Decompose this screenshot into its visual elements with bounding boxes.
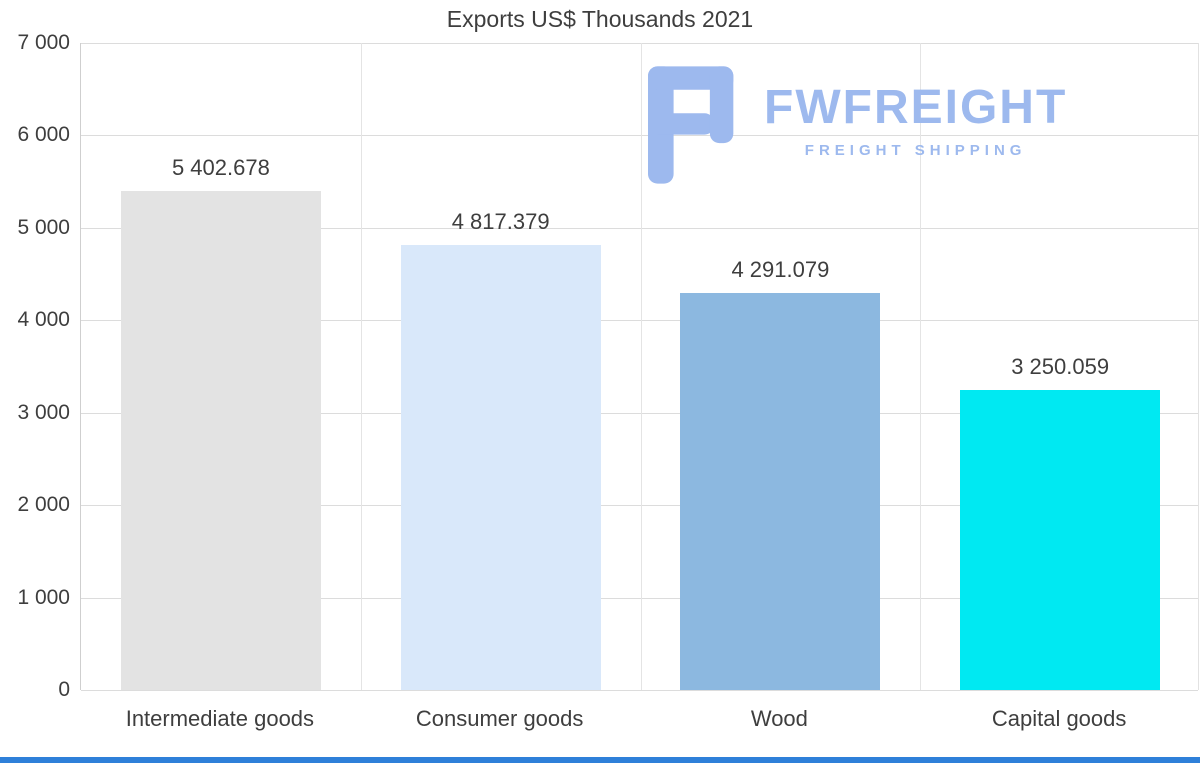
gridline-horizontal bbox=[81, 227, 1198, 229]
gridline-horizontal bbox=[81, 505, 1198, 507]
x-axis-category-label: Consumer goods bbox=[415, 706, 584, 731]
x-axis-category-label: Intermediate goods bbox=[125, 706, 315, 731]
bar-consumer-goods bbox=[400, 244, 601, 690]
bar-value-label: 5 402.678 bbox=[171, 154, 270, 180]
bar-capital-goods bbox=[960, 389, 1161, 690]
y-axis-tick-label: 7 000 bbox=[17, 31, 70, 54]
gridline-horizontal bbox=[81, 597, 1198, 599]
x-axis: Intermediate goods Consumer goods Wood Capi… bbox=[80, 706, 1199, 738]
fwfreight-f-icon bbox=[648, 66, 744, 184]
bar-value-label: 4 817.379 bbox=[451, 208, 550, 234]
x-axis-category-label: Wood bbox=[750, 706, 808, 731]
gridline-vertical bbox=[920, 43, 922, 690]
gridline-vertical bbox=[640, 43, 642, 690]
logo: FWFREIGHT FREIGHT SHIPPING bbox=[648, 66, 1067, 184]
y-axis-tick-label: 3 000 bbox=[17, 400, 70, 424]
gridline-horizontal bbox=[81, 43, 1198, 44]
logo-wordmark: FWFREIGHT bbox=[764, 81, 1068, 134]
plot-area: 5 402.678 4 817.379 4 291.079 3 250.059 bbox=[80, 43, 1199, 691]
gridline-horizontal bbox=[81, 412, 1198, 414]
y-axis-tick-label: 1 000 bbox=[17, 585, 70, 609]
y-axis-tick-label: 6 000 bbox=[17, 123, 70, 147]
gridline-horizontal bbox=[81, 690, 1198, 691]
bar-value-label: 3 250.059 bbox=[1011, 353, 1110, 379]
x-axis-category-label: Capital goods bbox=[991, 706, 1127, 731]
y-axis: 7 000 6 000 5 000 4 000 3 000 2 000 1 000 0 bbox=[0, 31, 74, 701]
y-axis-tick-label: 2 000 bbox=[17, 493, 70, 517]
bar-value-label: 4 291.079 bbox=[731, 257, 830, 283]
y-axis-tick-label: 0 bbox=[58, 678, 70, 701]
chart-title: Exports US$ Thousands 2021 bbox=[446, 6, 754, 32]
y-axis-tick-label: 5 000 bbox=[17, 215, 70, 239]
bar-intermediate-goods bbox=[120, 190, 321, 690]
footer-strip bbox=[0, 757, 1200, 763]
gridline-horizontal bbox=[81, 135, 1198, 137]
bar-wood bbox=[680, 293, 881, 690]
gridline-horizontal bbox=[81, 320, 1198, 322]
logo-text: FWFREIGHT FREIGHT SHIPPING bbox=[764, 66, 1068, 160]
y-axis-tick-label: 4 000 bbox=[17, 308, 70, 332]
logo-subtitle: FREIGHT SHIPPING bbox=[804, 142, 1027, 159]
gridline-vertical bbox=[360, 43, 362, 690]
